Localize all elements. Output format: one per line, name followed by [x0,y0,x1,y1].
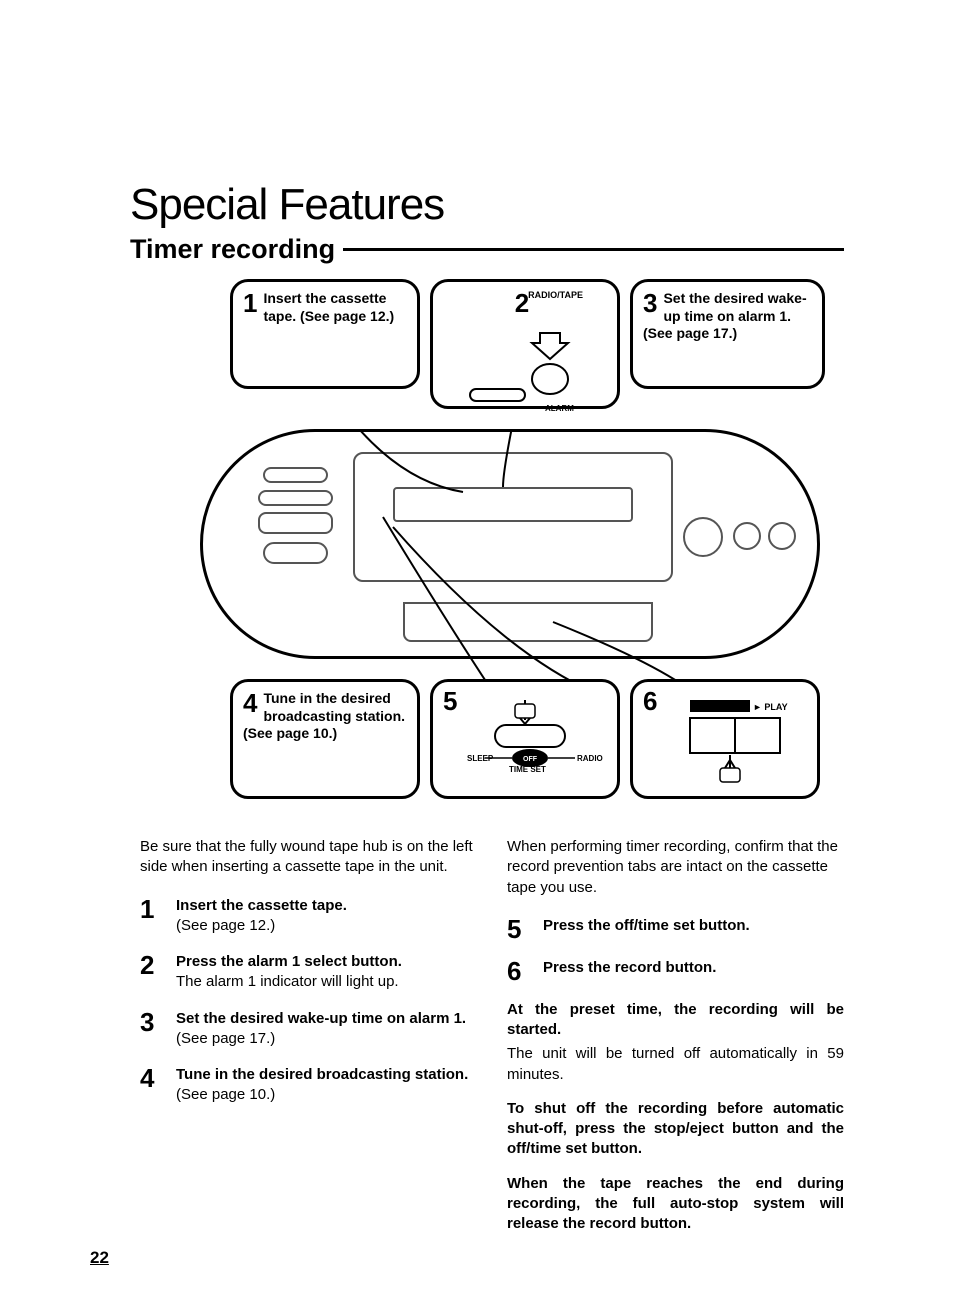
callout-number: 6 [643,688,657,714]
svg-text:OFF: OFF [523,756,538,763]
callout-number: 4 [243,690,257,716]
step-title: Tune in the desired broadcasting station… [176,1066,468,1083]
step-title: Insert the cassette tape. [176,897,347,914]
step-number: 4 [140,1065,176,1106]
step-number: 5 [507,916,543,942]
right-column: When performing timer recording, confirm… [507,837,844,1238]
callout-5: 5 SLEEP OFF RADIO TIME SET [430,679,620,799]
step-title: Press the alarm 1 select button. [176,953,402,970]
callout-number: 2 [515,288,529,318]
pointer-lines [203,432,823,712]
callout-4: 4 Tune in the desired broadcasting stati… [230,679,420,799]
svg-text:SLEEP: SLEEP [467,754,494,763]
preset-time-para: At the preset time, the recording will b… [507,1000,844,1041]
svg-text:RADIO: RADIO [577,754,603,763]
step-sub: The alarm 1 indicator will light up. [176,973,399,990]
svg-text:TIME SET: TIME SET [509,765,546,774]
step-title: Press the record button. [543,959,716,976]
callout-text: Insert the cassette tape. (See page 12.) [263,290,394,324]
timeset-icon: SLEEP OFF RADIO TIME SET [445,690,605,790]
step-sub: (See page 10.) [176,1086,275,1103]
page-number: 22 [90,1248,844,1268]
step-sub: (See page 17.) [176,1030,275,1047]
left-column: Be sure that the fully wound tape hub is… [140,837,477,1238]
step-1: 1 Insert the cassette tape. (See page 12… [140,896,477,937]
step-number: 6 [507,958,543,984]
diagram: 1 Insert the cassette tape. (See page 12… [180,279,840,819]
auto-off-para: The unit will be turned off automaticall… [507,1044,844,1085]
callout-2: 2 RADIO/TAPE ALARM [430,279,620,409]
callout-3: 3 Set the desired wake-up time on alarm … [630,279,825,389]
step-number: 2 [140,952,176,993]
step-sub: (See page 12.) [176,917,275,934]
record-play-icon: ► PLAY [645,690,805,790]
page-title: Special Features [130,180,844,230]
callout-text: Tune in the desired broadcasting station… [243,690,405,741]
callout-number: 3 [643,290,657,316]
subtitle-row: Timer recording [130,234,844,265]
callout-number: 5 [443,688,457,714]
shutoff-para: To shut off the recording before automat… [507,1099,844,1160]
step-3: 3 Set the desired wake-up time on alarm … [140,1009,477,1050]
left-intro: Be sure that the fully wound tape hub is… [140,837,477,878]
radio-tape-label: RADIO/TAPE [528,290,583,301]
right-intro: When performing timer recording, confirm… [507,837,844,898]
autostop-para: When the tape reaches the end during rec… [507,1174,844,1235]
step-number: 1 [140,896,176,937]
switch-icon: ALARM [445,321,605,411]
section-subtitle: Timer recording [130,234,335,265]
callout-text: Set the desired wake-up time on alarm 1.… [643,290,807,341]
svg-text:► PLAY: ► PLAY [753,702,788,712]
step-5: 5 Press the off/time set button. [507,916,844,942]
step-title: Set the desired wake-up time on alarm 1. [176,1010,466,1027]
instruction-columns: Be sure that the fully wound tape hub is… [140,837,844,1238]
step-6: 6 Press the record button. [507,958,844,984]
callout-1: 1 Insert the cassette tape. (See page 12… [230,279,420,389]
step-number: 3 [140,1009,176,1050]
step-2: 2 Press the alarm 1 select button. The a… [140,952,477,993]
callout-6: 6 ► PLAY [630,679,820,799]
callout-number: 1 [243,290,257,316]
horizontal-rule [343,248,844,251]
svg-text:ALARM: ALARM [545,404,574,411]
device-illustration [200,429,820,659]
step-4: 4 Tune in the desired broadcasting stati… [140,1065,477,1106]
step-title: Press the off/time set button. [543,917,750,934]
